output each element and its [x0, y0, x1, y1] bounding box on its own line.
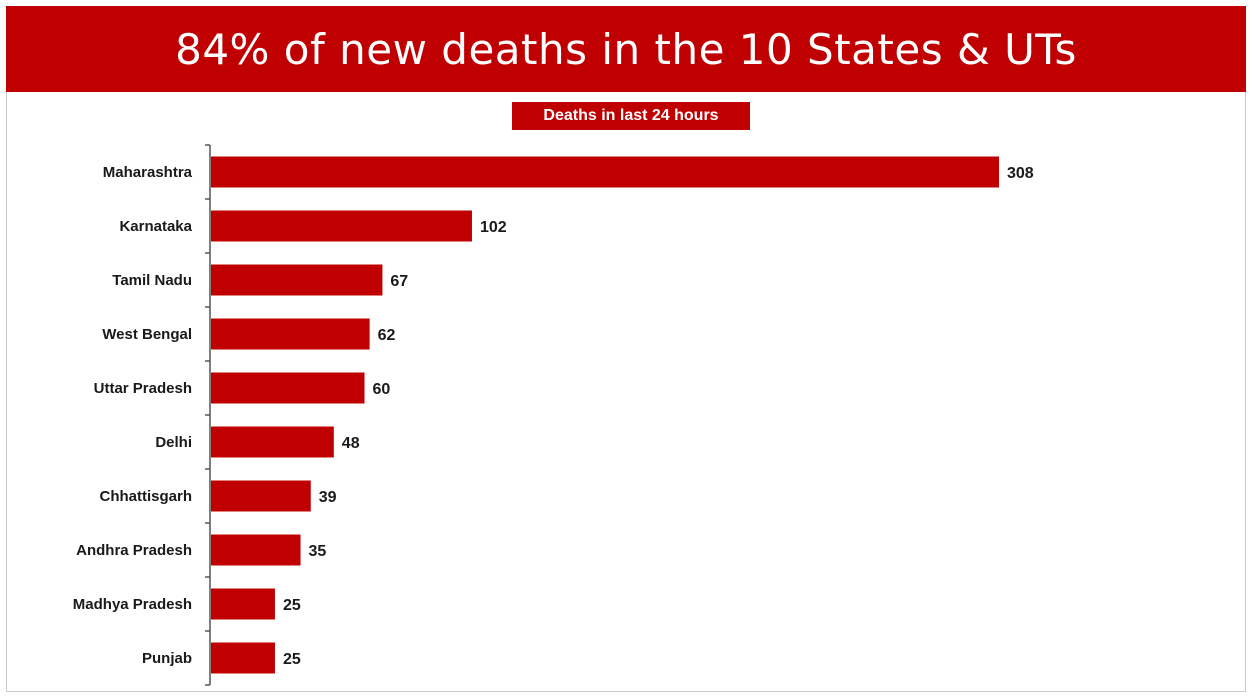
bar-tamil-nadu	[211, 264, 383, 296]
bar-karnataka	[211, 210, 472, 242]
category-label: West Bengal	[102, 326, 192, 343]
bar-maharashtra	[211, 156, 999, 188]
category-labels: Maharashtra Karnataka Tamil Nadu West Benga…	[73, 164, 193, 667]
category-label: Punjab	[142, 650, 192, 667]
bar-chhattisgarh	[211, 480, 311, 512]
bar-delhi	[211, 426, 334, 458]
category-label: Madhya Pradesh	[73, 596, 192, 613]
category-label: Uttar Pradesh	[94, 380, 192, 397]
chart-title: Deaths in last 24 hours	[512, 102, 750, 130]
value-label: 25	[283, 597, 301, 614]
value-label: 62	[378, 327, 396, 344]
bar-madhya-pradesh	[211, 588, 275, 620]
category-label: Tamil Nadu	[112, 272, 192, 289]
bar-punjab	[211, 642, 275, 674]
bar-andhra-pradesh	[211, 534, 301, 566]
bars	[211, 156, 999, 674]
category-axis	[205, 144, 211, 686]
category-label: Maharashtra	[103, 164, 193, 181]
value-label: 25	[283, 651, 301, 668]
category-label: Chhattisgarh	[99, 488, 192, 505]
category-label: Delhi	[155, 434, 192, 451]
value-label: 60	[373, 381, 391, 398]
value-labels: 308 102 67 62 60 48 39 35 25 25	[283, 165, 1034, 668]
bar-west-bengal	[211, 318, 370, 350]
bar-uttar-pradesh	[211, 372, 365, 404]
value-label: 308	[1007, 165, 1034, 182]
value-label: 67	[390, 273, 408, 290]
category-label: Karnataka	[119, 218, 192, 235]
category-label: Andhra Pradesh	[76, 542, 192, 559]
value-label: 35	[309, 543, 327, 560]
value-label: 48	[342, 435, 360, 452]
page-title: 84% of new deaths in the 10 States & UTs	[6, 6, 1246, 92]
value-label: 39	[319, 489, 337, 506]
value-label: 102	[480, 219, 507, 236]
